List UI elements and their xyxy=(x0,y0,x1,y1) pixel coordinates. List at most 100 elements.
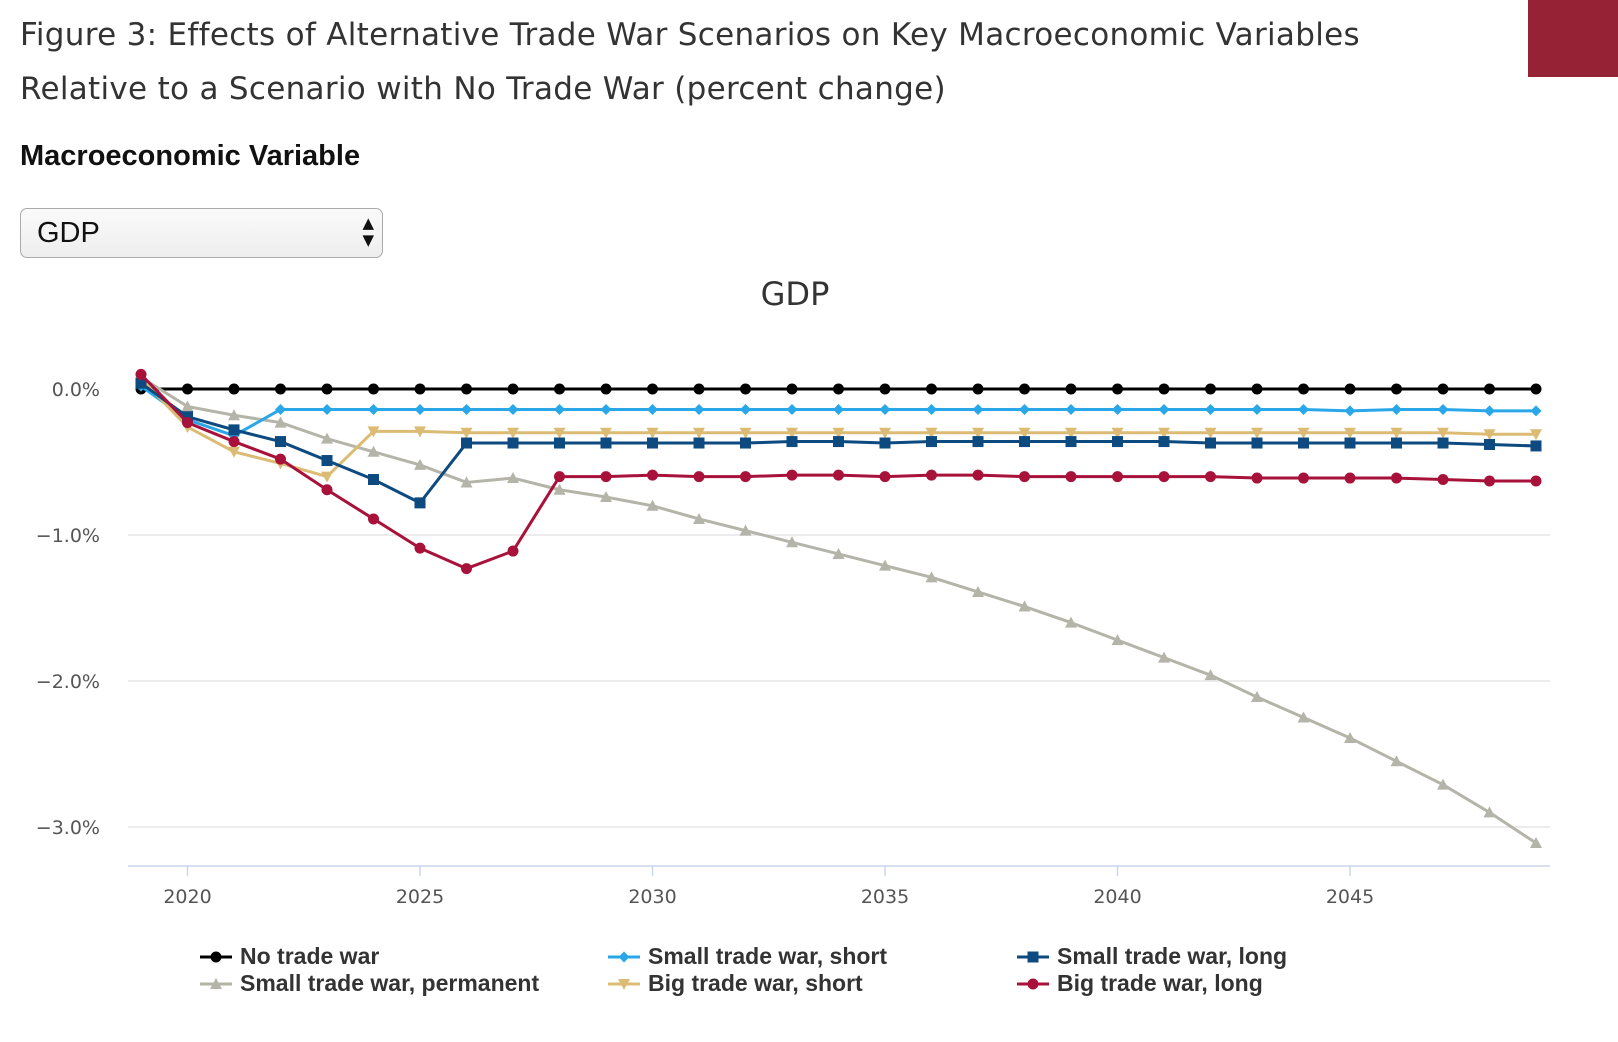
data-point xyxy=(1251,403,1263,415)
legend-item[interactable]: Small trade war, permanent xyxy=(200,970,608,997)
data-point xyxy=(228,436,240,448)
data-point xyxy=(1344,405,1356,417)
data-point xyxy=(879,403,891,415)
figure-title: Figure 3: Effects of Alternative Trade W… xyxy=(20,8,1360,116)
data-point xyxy=(1437,474,1449,486)
data-point xyxy=(1158,427,1170,439)
data-point xyxy=(1158,383,1170,395)
data-point xyxy=(1251,472,1263,484)
data-point xyxy=(1205,471,1216,483)
data-point xyxy=(414,542,426,554)
data-point xyxy=(1484,475,1495,487)
legend-marker xyxy=(1027,978,1039,989)
chart-legend: No trade war Small trade war, short Small … xyxy=(200,943,1417,997)
data-point xyxy=(181,400,194,412)
data-point xyxy=(1158,471,1170,483)
data-point xyxy=(321,455,333,467)
data-point xyxy=(507,383,519,395)
data-point xyxy=(693,512,705,524)
legend-item[interactable]: Big trade war, long xyxy=(1017,970,1417,997)
data-point xyxy=(972,436,984,448)
data-point xyxy=(1298,403,1309,415)
variable-select[interactable]: GDP ▲ ▼ xyxy=(20,208,383,258)
x-tick-label: 2040 xyxy=(1093,886,1141,908)
data-point xyxy=(1437,403,1449,415)
data-point xyxy=(274,416,287,428)
data-point xyxy=(275,436,286,448)
data-point xyxy=(1437,427,1449,439)
data-point xyxy=(368,403,379,415)
variable-select-value: GDP xyxy=(37,217,100,249)
data-point xyxy=(321,432,333,444)
legend-item[interactable]: Small trade war, short xyxy=(608,943,1017,970)
data-point xyxy=(275,403,286,415)
data-point xyxy=(739,427,752,439)
data-point xyxy=(460,476,473,488)
series-small-trade-war-long[interactable] xyxy=(135,377,1542,509)
y-tick-label: 0.0% xyxy=(52,379,100,401)
data-point xyxy=(786,469,798,481)
data-point xyxy=(553,483,566,495)
data-point xyxy=(600,471,612,483)
data-point xyxy=(740,471,751,483)
x-tick-label: 2025 xyxy=(396,886,444,908)
data-point xyxy=(1205,383,1216,395)
data-point xyxy=(182,411,193,423)
brand-tab xyxy=(1528,0,1618,77)
data-point xyxy=(832,547,845,559)
series-line xyxy=(140,376,1537,845)
data-point xyxy=(1019,471,1030,483)
data-point xyxy=(553,427,566,439)
legend-label: Small trade war, short xyxy=(648,943,888,969)
data-point xyxy=(1390,755,1403,767)
data-point xyxy=(646,499,659,511)
triangle-marker-icon xyxy=(200,977,232,989)
data-point xyxy=(1111,634,1124,646)
legend-marker xyxy=(618,978,630,990)
data-point xyxy=(1112,471,1123,483)
data-point xyxy=(1112,436,1123,448)
data-point xyxy=(1437,778,1449,790)
data-point xyxy=(879,383,891,395)
data-point xyxy=(228,383,240,395)
data-point xyxy=(1297,427,1310,439)
series-big-trade-war-long[interactable] xyxy=(135,368,1542,575)
data-point xyxy=(1298,472,1309,484)
legend-item[interactable]: Big trade war, short xyxy=(608,970,1017,997)
data-point xyxy=(1437,437,1449,449)
data-point xyxy=(1065,427,1077,439)
data-point xyxy=(554,471,565,483)
data-point xyxy=(368,474,379,486)
data-point xyxy=(507,545,519,557)
data-point xyxy=(925,571,938,583)
data-point xyxy=(739,524,752,536)
data-point xyxy=(1065,471,1077,483)
data-point xyxy=(1483,429,1496,441)
series-no-trade-war[interactable] xyxy=(135,383,1542,395)
legend-item[interactable]: No trade war xyxy=(200,943,608,970)
data-point xyxy=(1298,437,1309,449)
data-point xyxy=(1065,616,1077,628)
data-point xyxy=(972,403,984,415)
data-point xyxy=(1297,711,1310,723)
data-point xyxy=(1111,427,1124,439)
data-point xyxy=(600,427,612,439)
data-point xyxy=(1484,405,1495,417)
data-point xyxy=(1484,383,1495,395)
data-point xyxy=(1437,383,1449,395)
variable-label: Macroeconomic Variable xyxy=(20,140,361,172)
data-point xyxy=(1112,403,1123,415)
data-point xyxy=(1484,438,1495,450)
data-point xyxy=(972,383,984,395)
legend-item[interactable]: Small trade war, long xyxy=(1017,943,1417,970)
data-point xyxy=(507,427,519,439)
x-tick-label: 2030 xyxy=(628,886,676,908)
data-point xyxy=(182,417,193,429)
data-point xyxy=(1065,403,1077,415)
data-point xyxy=(367,445,380,457)
data-point xyxy=(786,427,798,439)
data-point xyxy=(647,403,658,415)
data-point xyxy=(461,437,472,449)
series-small-trade-war-permanent[interactable] xyxy=(135,371,1542,849)
